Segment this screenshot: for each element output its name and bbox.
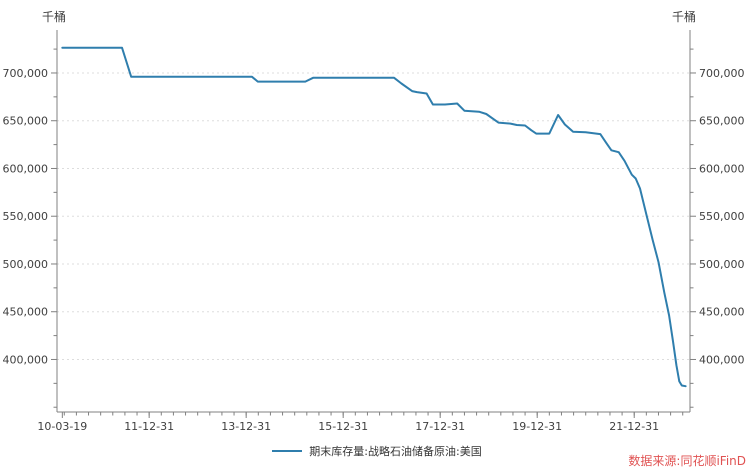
- y-tick-label-left: 450,000: [3, 306, 49, 319]
- y-tick-label-right: 400,000: [699, 353, 745, 366]
- legend-label: 期末库存量:战略石油储备原油:美国: [309, 445, 482, 458]
- y-tick-label-left: 550,000: [3, 210, 49, 223]
- y-tick-label-left: 500,000: [3, 258, 49, 271]
- y-axis-unit-right: 千桶: [672, 10, 697, 24]
- series-line: [61, 46, 687, 388]
- x-tick-label: 13-12-31: [221, 420, 271, 433]
- y-tick-label-right: 500,000: [699, 258, 745, 271]
- y-tick-label-right: 450,000: [699, 306, 745, 319]
- y-tick-label-left: 400,000: [3, 353, 49, 366]
- legend-line-marker: [272, 450, 303, 452]
- x-tick-label: 11-12-31: [124, 420, 174, 433]
- x-tick-label: 15-12-31: [318, 420, 368, 433]
- y-axis-unit-left: 千桶: [42, 10, 67, 24]
- y-tick-label-right: 550,000: [699, 210, 745, 223]
- legend[interactable]: 期末库存量:战略石油储备原油:美国: [0, 442, 754, 460]
- x-tick-label: 19-12-31: [512, 420, 562, 433]
- x-tick-label: 17-12-31: [415, 420, 465, 433]
- y-tick-label-right: 700,000: [699, 67, 745, 80]
- y-tick-label-left: 700,000: [3, 67, 49, 80]
- x-tick-label: 10-03-19: [37, 420, 87, 433]
- x-tick-label: 21-12-31: [609, 420, 659, 433]
- watermark: 数据来源:同花顺iFinD: [628, 454, 746, 468]
- y-tick-label-right: 650,000: [699, 115, 745, 128]
- y-tick-label-left: 650,000: [3, 115, 49, 128]
- y-tick-label-left: 600,000: [3, 162, 49, 175]
- y-tick-label-right: 600,000: [699, 162, 745, 175]
